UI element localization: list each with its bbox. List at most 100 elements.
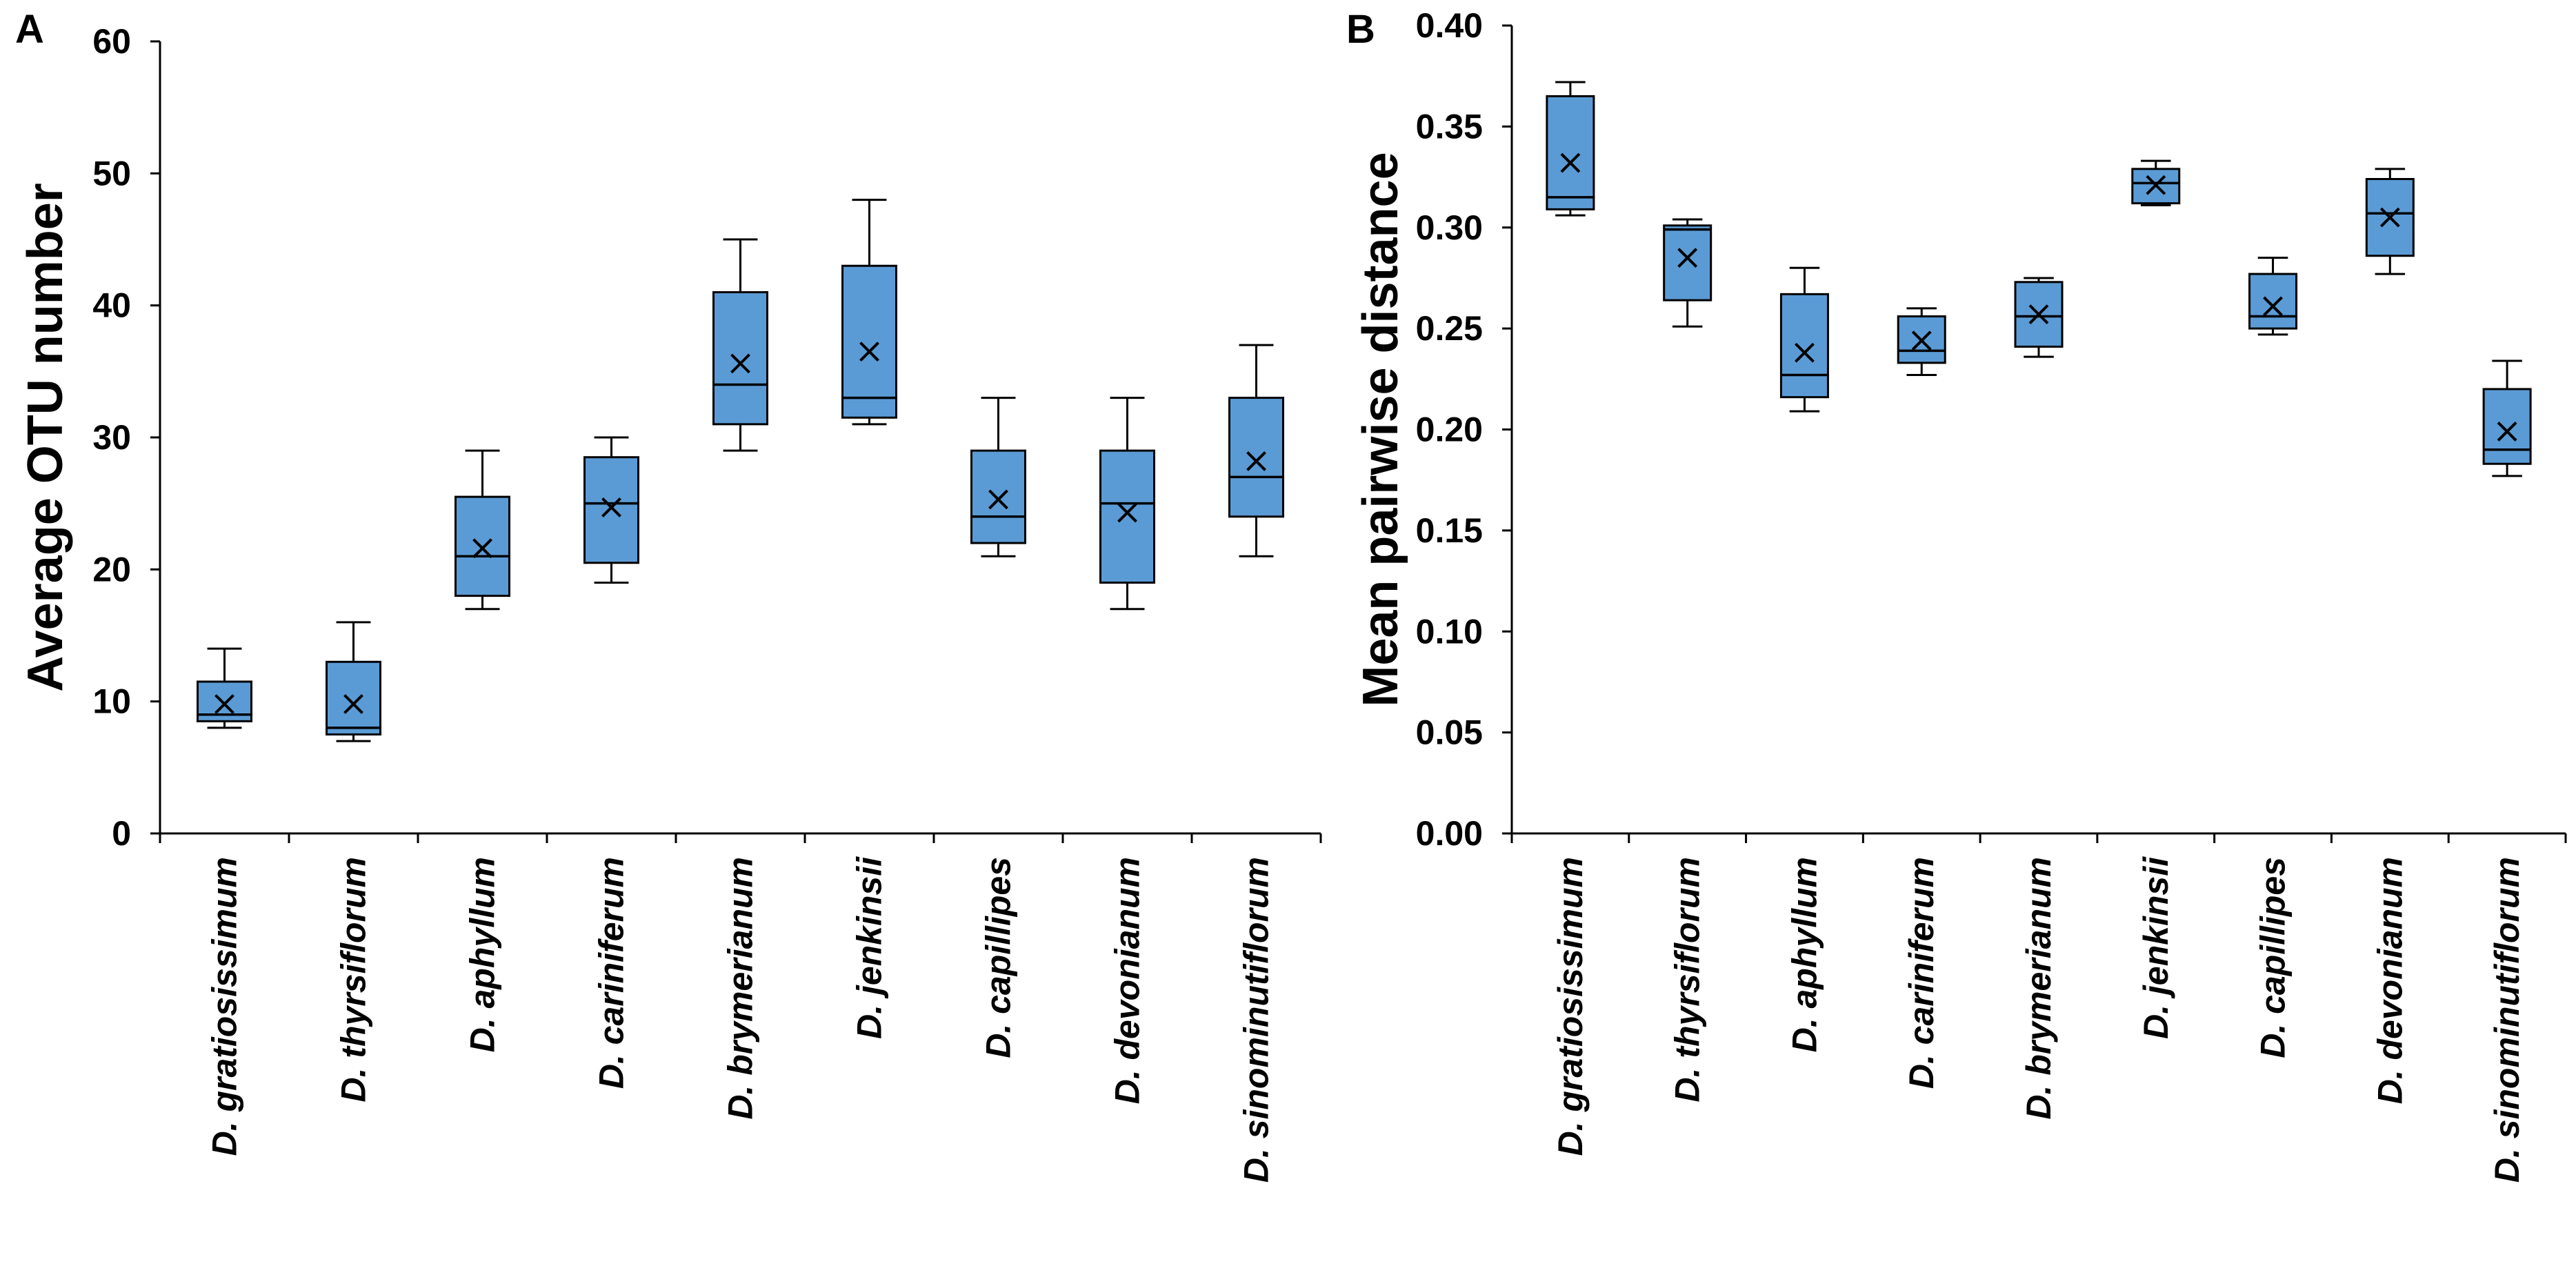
iqr-box [1546, 95, 1595, 210]
x-category-label: D. cariniferum [592, 857, 631, 1089]
x-category-label: D. gratiosissimum [1551, 857, 1590, 1156]
iqr-box [841, 264, 897, 419]
iqr-box [970, 449, 1026, 544]
x-category-label: D. gratiosissimum [206, 857, 244, 1156]
mean-marker [1911, 330, 1932, 351]
y-tick-label: 40 [92, 286, 131, 325]
y-tick-label: 30 [92, 418, 131, 457]
mean-marker [1246, 451, 1266, 471]
iqr-box [455, 495, 510, 597]
y-tick-label: 0.35 [1416, 107, 1483, 146]
panel-label: B [1346, 7, 1375, 52]
y-tick-label: 0.40 [1416, 6, 1483, 45]
mean-marker-stroke [859, 342, 879, 362]
y-tick-label: 60 [92, 22, 131, 61]
mean-marker [214, 694, 234, 714]
y-tick-label: 0.25 [1416, 309, 1483, 348]
box-plot-group [2131, 159, 2181, 207]
box-plot-group [841, 199, 897, 426]
mean-marker-stroke [343, 694, 363, 714]
box-plot-group [1228, 344, 1284, 557]
x-category-label: D. thyrsiflorum [335, 857, 373, 1103]
box-plot-group [1663, 218, 1713, 328]
box-plot-group [2365, 168, 2415, 275]
x-category-label: D. brymerianum [721, 857, 760, 1120]
mean-marker [2497, 422, 2517, 442]
mean-marker [2028, 304, 2049, 325]
mean-marker-stroke [2146, 175, 2166, 195]
mean-marker [1117, 502, 1137, 523]
box-plot-group [326, 621, 381, 742]
iqr-box [326, 660, 381, 735]
y-axis-title: Average OTU number [18, 183, 73, 692]
box-plot-group [455, 449, 510, 611]
mean-marker-stroke [2263, 296, 2283, 317]
iqr-box [712, 291, 768, 426]
x-category-label: D. sinominutiflorum [1237, 857, 1276, 1183]
panel-b: B 0.00 0.05 0.10 0.15 0.20 0.25 0.30 0.35 0.40 Mea… [1346, 6, 2567, 1183]
iqr-box [1228, 397, 1284, 518]
mean-marker [2379, 207, 2400, 228]
mean-marker [343, 694, 363, 714]
iqr-box [1099, 449, 1155, 584]
y-tick-label: 0.10 [1416, 612, 1483, 651]
y-tick-label: 0.05 [1416, 713, 1483, 752]
mean-marker-stroke [472, 538, 492, 559]
mean-marker [2146, 175, 2166, 195]
y-tick-label: 20 [92, 550, 131, 589]
box-plot-group [197, 647, 252, 729]
box-plot-group [1099, 397, 1155, 611]
box-plot-group [1779, 266, 1829, 413]
mean-marker-stroke [2379, 207, 2400, 228]
box-plot-group [712, 238, 768, 452]
mean-marker-stroke [2497, 422, 2517, 442]
box-plot-group [2014, 277, 2064, 358]
mean-marker-stroke [730, 353, 750, 374]
mean-marker-stroke [1677, 248, 1698, 268]
box-plot-group [1897, 307, 1946, 376]
y-tick-label: 0.15 [1416, 511, 1483, 550]
x-category-label: D. jenkinsii [2137, 856, 2175, 1039]
panel-a: A 0 10 20 30 40 50 60 Average OTU number D. grati… [15, 7, 1322, 1183]
y-tick-label: 50 [92, 154, 131, 192]
box-plot-group [2248, 257, 2298, 336]
box-plot-group [970, 397, 1026, 557]
mean-marker-stroke [1795, 342, 1815, 363]
mean-marker [1560, 152, 1581, 173]
mean-marker-stroke [1560, 152, 1581, 173]
x-category-label: D. sinominutiflorum [2488, 857, 2526, 1183]
y-tick-label: 0.30 [1416, 208, 1483, 247]
x-category-label: D. capillipes [979, 857, 1018, 1058]
mean-marker [859, 342, 879, 362]
mean-marker-stroke [1246, 451, 1266, 471]
mean-marker-stroke [2028, 304, 2049, 325]
box-plot-group [1546, 81, 1595, 217]
x-category-label: D. thyrsiflorum [1668, 857, 1707, 1103]
box-plot-group [583, 436, 639, 584]
x-category-label: D. aphyllum [1785, 857, 1824, 1052]
y-axis-title: Mean pairwise distance [1353, 152, 1408, 706]
x-category-label: D. capillipes [2254, 857, 2293, 1058]
y-tick-label: 0.00 [1416, 814, 1483, 853]
iqr-box [583, 456, 639, 564]
x-category-label: D. jenkinsii [850, 856, 889, 1039]
y-tick-label: 10 [92, 682, 131, 721]
iqr-box [1663, 224, 1713, 302]
x-category-label: D. cariniferum [1902, 857, 1941, 1089]
mean-marker [472, 538, 492, 559]
mean-marker [1795, 342, 1815, 363]
y-tick-label: 0.20 [1416, 411, 1483, 449]
mean-marker-stroke [988, 489, 1008, 510]
mean-marker-stroke [214, 694, 234, 714]
iqr-box [2365, 177, 2415, 257]
mean-marker [1677, 248, 1698, 268]
mean-marker [730, 353, 750, 374]
x-category-label: D. aphyllum [463, 857, 502, 1052]
mean-marker-stroke [1911, 330, 1932, 351]
x-category-label: D. brymerianum [2019, 857, 2058, 1120]
mean-marker [2263, 296, 2283, 317]
iqr-box [2482, 388, 2532, 465]
iqr-box [2248, 273, 2298, 330]
mean-marker [988, 489, 1008, 510]
